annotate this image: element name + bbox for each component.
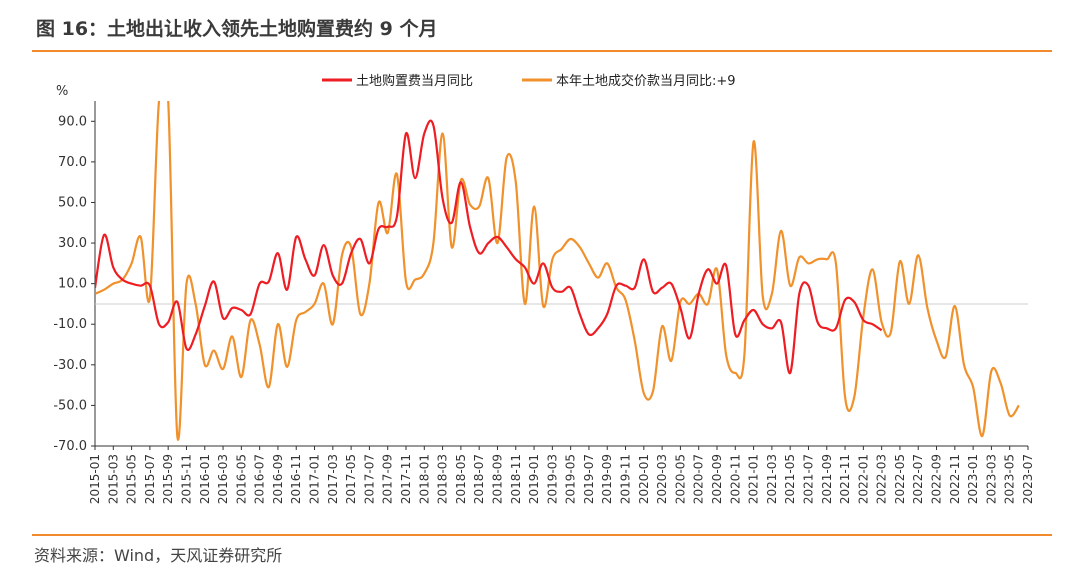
- x-tick-label: 2021-01: [747, 454, 761, 504]
- x-tick-label: 2020-03: [655, 454, 669, 504]
- x-tick-label: 2015-03: [106, 454, 120, 504]
- y-axis: 90.0 70.0 50.0 30.0 10.0 -10.0 -30.0 -50.0 -70.0: [53, 101, 96, 454]
- x-tick-label: 2018-09: [490, 454, 504, 504]
- x-tick-label: 2020-01: [637, 454, 651, 504]
- x-tick-label: 2018-11: [509, 454, 523, 504]
- source-note: 资料来源：Wind，天风证券研究所: [34, 546, 283, 565]
- legend: 土地购置费当月同比 本年土地成交价款当月同比:+9: [322, 73, 736, 89]
- series-line-land-transaction-value: [95, 101, 1020, 441]
- x-tick-label: 2017-03: [326, 454, 340, 504]
- x-tick-label: 2022-11: [948, 454, 962, 504]
- x-tick-label: 2022-07: [911, 454, 925, 504]
- x-tick-label: 2015-11: [179, 454, 193, 504]
- x-tick-label: 2020-09: [710, 454, 724, 504]
- x-tick-label: 2016-11: [289, 454, 303, 504]
- x-tick-label: 2022-09: [930, 454, 944, 504]
- x-tick-label: 2019-03: [545, 454, 559, 504]
- x-tick-label: 2015-01: [88, 454, 102, 504]
- x-tick-label: 2019-07: [582, 454, 596, 504]
- source-divider: [32, 534, 1052, 536]
- y-tick-label: -10.0: [53, 317, 87, 332]
- x-tick-label: 2023-07: [1021, 454, 1035, 504]
- y-tick-label: 70.0: [58, 155, 87, 170]
- x-tick-label: 2020-11: [728, 454, 742, 504]
- x-tick-label: 2016-03: [216, 454, 230, 504]
- x-tick-label: 2018-03: [436, 454, 450, 504]
- series-layer: [95, 101, 1020, 441]
- x-tick-label: 2018-01: [417, 454, 431, 504]
- x-tick-label: 2019-11: [619, 454, 633, 504]
- legend-label-orange: 本年土地成交价款当月同比:+9: [556, 73, 736, 89]
- x-tick-label: 2017-01: [308, 454, 322, 504]
- x-tick-label: 2021-07: [801, 454, 815, 504]
- x-tick-label: 2016-07: [253, 454, 267, 504]
- x-tick-label: 2020-05: [673, 454, 687, 504]
- title-divider: [32, 50, 1052, 52]
- x-tick-label: 2016-01: [198, 454, 212, 504]
- x-tick-label: 2021-09: [820, 454, 834, 504]
- x-tick-label: 2019-05: [564, 454, 578, 504]
- x-tick-label: 2016-09: [271, 454, 285, 504]
- y-tick-label: 10.0: [58, 277, 87, 292]
- x-tick-label: 2016-05: [234, 454, 248, 504]
- y-tick-label: 30.0: [58, 236, 87, 251]
- x-tick-label: 2020-07: [692, 454, 706, 504]
- x-tick-label: 2017-05: [344, 454, 358, 504]
- x-tick-label: 2022-01: [856, 454, 870, 504]
- x-tick-label: 2023-01: [966, 454, 980, 504]
- x-tick-label: 2017-07: [362, 454, 376, 504]
- x-tick-label: 2019-01: [527, 454, 541, 504]
- x-tick-label: 2015-05: [125, 454, 139, 504]
- x-tick-label: 2022-03: [875, 454, 889, 504]
- x-tick-label: 2015-09: [161, 454, 175, 504]
- x-tick-label: 2017-11: [399, 454, 413, 504]
- y-axis-unit: %: [56, 84, 68, 99]
- y-tick-label: 90.0: [58, 114, 87, 129]
- x-axis: 2015-01 2015-03 2015-05 2015-07 2015-09 2015-…: [88, 303, 1035, 504]
- x-tick-label: 2022-05: [893, 454, 907, 504]
- x-tick-label: 2021-03: [765, 454, 779, 504]
- figure-title: 图 16：土地出让收入领先土地购置费约 9 个月: [36, 18, 438, 40]
- x-tick-label: 2018-05: [454, 454, 468, 504]
- y-tick-label: -70.0: [53, 439, 87, 454]
- legend-label-red: 土地购置费当月同比: [356, 73, 473, 89]
- x-tick-label: 2021-11: [838, 454, 852, 504]
- y-tick-label: -30.0: [53, 358, 87, 373]
- x-tick-label: 2017-09: [381, 454, 395, 504]
- x-tick-label: 2021-05: [783, 454, 797, 504]
- x-tick-label: 2015-07: [143, 454, 157, 504]
- y-tick-label: 50.0: [58, 195, 87, 210]
- x-tick-label: 2023-05: [1003, 454, 1017, 504]
- x-tick-label: 2018-07: [472, 454, 486, 504]
- x-tick-label: 2019-09: [600, 454, 614, 504]
- y-tick-label: -50.0: [53, 398, 87, 413]
- series-line-land-purchase-fee: [95, 119, 883, 375]
- x-tick-label: 2023-03: [984, 454, 998, 504]
